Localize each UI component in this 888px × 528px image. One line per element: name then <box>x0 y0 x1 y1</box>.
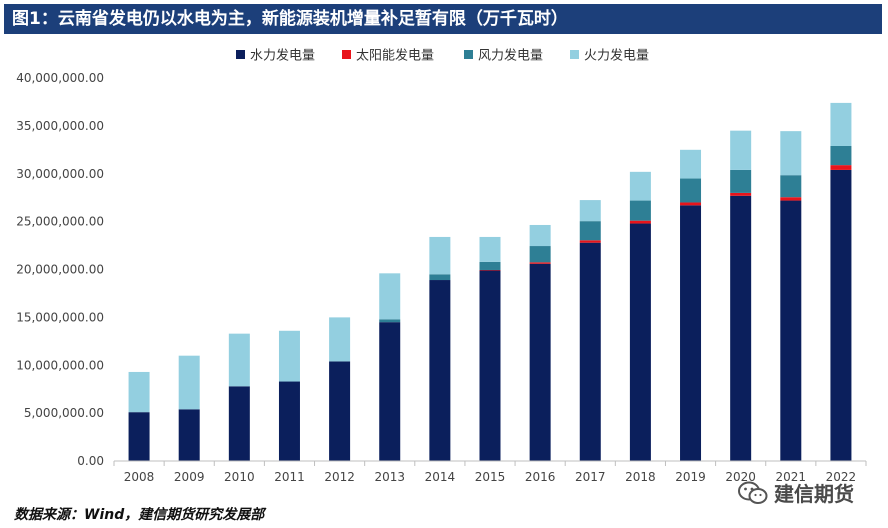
bar-segment-solar-2017 <box>579 240 601 243</box>
x-tick-label: 2009 <box>174 470 205 484</box>
bar-segment-wind-2020 <box>730 169 752 193</box>
legend-label-wind: 风力发电量 <box>478 48 543 64</box>
legend-swatch-hydro <box>236 50 245 59</box>
page-title: 图1：云南省发电仍以水电为主，新能源装机增量补足暂有限（万千瓦时） <box>4 4 882 34</box>
x-tick-label: 2011 <box>274 470 305 484</box>
x-tick-label: 2008 <box>124 470 155 484</box>
y-tick-label: 25,000,000.00 <box>16 215 104 229</box>
x-tick-label: 2022 <box>826 470 857 484</box>
bar-segment-hydro-2018 <box>629 223 651 461</box>
legend-swatch-thermal <box>570 50 579 59</box>
y-tick-label: 10,000,000.00 <box>16 358 104 372</box>
y-tick-label: 30,000,000.00 <box>16 167 104 181</box>
chart-legend: 水力发电量 太阳能发电量 风力发电量 火力发电量 <box>236 48 649 64</box>
bar-segment-wind-2016 <box>529 246 551 263</box>
y-tick-label: 15,000,000.00 <box>16 310 104 324</box>
bar-segment-hydro-2017 <box>579 242 601 461</box>
watermark: 建信期货 <box>738 478 854 507</box>
x-tick-label: 2016 <box>525 470 556 484</box>
wechat-icon <box>738 481 768 504</box>
bar-segment-wind-2021 <box>780 175 802 198</box>
bar-segment-thermal-2021 <box>780 131 802 176</box>
bar-segment-wind-2014 <box>429 274 451 281</box>
y-tick-label: 40,000,000.00 <box>16 71 104 85</box>
bar-segment-thermal-2011 <box>278 330 300 382</box>
x-tick-label: 2021 <box>776 470 807 484</box>
bar-segment-wind-2022 <box>830 145 852 166</box>
bar-segment-hydro-2010 <box>228 386 250 461</box>
bar-segment-hydro-2011 <box>278 381 300 461</box>
bar-segment-thermal-2019 <box>680 149 702 179</box>
bar-segment-wind-2019 <box>680 178 702 203</box>
bar-segment-hydro-2019 <box>680 205 702 461</box>
bar-segment-thermal-2010 <box>228 333 250 387</box>
x-tick-label: 2014 <box>425 470 456 484</box>
bar-segment-solar-2020 <box>730 192 752 196</box>
y-tick-label: 35,000,000.00 <box>16 119 104 133</box>
x-tick-label: 2017 <box>575 470 606 484</box>
bar-segment-wind-2013 <box>379 319 401 323</box>
bar-segment-hydro-2012 <box>329 361 351 461</box>
bar-segment-thermal-2022 <box>830 102 852 146</box>
bar-segment-hydro-2020 <box>730 195 752 461</box>
bar-segment-hydro-2014 <box>429 280 451 461</box>
y-tick-label: 0.00 <box>77 454 104 468</box>
data-source-note: 数据来源：Wind，建信期货研究发展部 <box>14 507 265 523</box>
y-axis: 0.00 5,000,000.00 10,000,000.00 15,000,000.… <box>16 71 104 468</box>
bar-segment-hydro-2009 <box>178 409 200 461</box>
bar-segment-thermal-2008 <box>128 371 150 413</box>
x-tick-label: 2013 <box>374 470 405 484</box>
x-tick-label: 2019 <box>675 470 706 484</box>
y-tick-label: 5,000,000.00 <box>24 406 104 420</box>
bar-segment-thermal-2013 <box>379 273 401 320</box>
bar-segment-thermal-2016 <box>529 224 551 247</box>
bar-segment-hydro-2022 <box>830 169 852 462</box>
legend-label-solar: 太阳能发电量 <box>356 48 434 64</box>
bar-segment-thermal-2009 <box>178 355 200 410</box>
bar-segment-wind-2015 <box>479 261 501 270</box>
bar-segment-thermal-2017 <box>579 200 601 222</box>
bar-segment-solar-2021 <box>780 197 802 201</box>
bar-segment-solar-2019 <box>680 202 702 206</box>
bar-segment-solar-2016 <box>529 262 551 264</box>
bar-segment-thermal-2018 <box>629 171 651 201</box>
bar-segment-solar-2022 <box>830 165 852 170</box>
bar-segment-solar-2015 <box>479 269 501 271</box>
legend-swatch-wind <box>464 50 473 59</box>
legend-swatch-solar <box>342 50 351 59</box>
bars <box>128 102 852 462</box>
x-tick-label: 2020 <box>725 470 756 484</box>
x-tick-label: 2015 <box>475 470 506 484</box>
legend-label-hydro: 水力发电量 <box>250 48 315 64</box>
x-axis: 2008 2009 2010 2011 2012 2013 2014 2015 2016 2017… <box>113 460 867 484</box>
x-tick-label: 2010 <box>224 470 255 484</box>
legend-label-thermal: 火力发电量 <box>584 48 649 64</box>
bar-segment-thermal-2020 <box>730 130 752 170</box>
bar-segment-hydro-2008 <box>128 412 150 461</box>
bar-segment-wind-2018 <box>629 200 651 221</box>
bar-segment-hydro-2013 <box>379 322 401 461</box>
bar-segment-thermal-2015 <box>479 236 501 262</box>
x-tick-label: 2018 <box>625 470 656 484</box>
bar-segment-hydro-2016 <box>529 263 551 461</box>
bar-segment-hydro-2015 <box>479 270 501 461</box>
bar-segment-thermal-2014 <box>429 236 451 275</box>
x-tick-label: 2012 <box>324 470 355 484</box>
bar-segment-thermal-2012 <box>329 317 351 362</box>
bar-segment-solar-2018 <box>629 220 651 224</box>
watermark-text: 建信期货 <box>774 482 854 506</box>
bar-segment-wind-2017 <box>579 221 601 241</box>
bar-segment-hydro-2021 <box>780 200 802 461</box>
y-tick-label: 20,000,000.00 <box>16 263 104 277</box>
